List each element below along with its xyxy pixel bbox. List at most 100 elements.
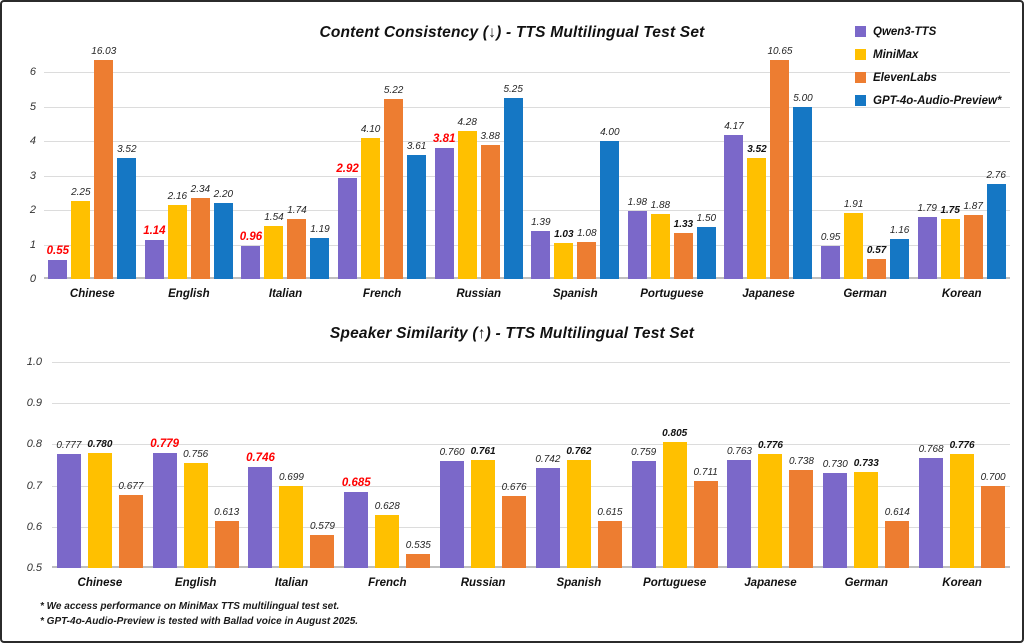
bar-elevenlabs-portuguese: 0.711: [694, 467, 718, 568]
bar-qwen3-tts-german: 0.95: [821, 232, 840, 279]
bar-value-label: 0.742: [535, 454, 561, 466]
bar-value-label: 1.14: [143, 224, 166, 237]
bar-gpt-4o-audio-preview-spanish: 4.00: [600, 127, 620, 279]
legend-item: GPT-4o-Audio-Preview*: [855, 89, 1001, 112]
bar-value-label: 0.768: [918, 443, 944, 455]
bar-elevenlabs-portuguese: 1.33: [674, 219, 693, 279]
footnote-gpt4o-ballad: * GPT-4o-Audio-Preview is tested with Ba…: [40, 616, 359, 627]
bar-value-label: 1.79: [917, 203, 937, 215]
bar-value-label: 3.61: [406, 140, 427, 152]
bar-group-german: 0.730 0.733 0.614: [818, 458, 914, 568]
bar-minimax-french: 4.10: [361, 124, 380, 279]
x-axis-label-japanese: Japanese: [744, 577, 797, 589]
bar-group-japanese: 4.17 3.52 10.65 5.00: [720, 46, 817, 279]
bar-elevenlabs-italian: 1.74: [287, 205, 307, 279]
bar-value-label: 1.54: [264, 211, 284, 223]
bar-minimax-german: 0.733: [854, 458, 879, 568]
bar-qwen3-tts-korean: 0.768: [919, 444, 944, 568]
bar-value-label: 0.677: [118, 481, 144, 493]
x-axis-label-russian: Russian: [460, 577, 506, 589]
bar-value-label: 4.10: [360, 123, 381, 135]
bar-minimax-chinese: 0.780: [87, 439, 112, 568]
bar-value-label: 0.756: [183, 448, 209, 460]
gridline: [44, 210, 1010, 212]
bar-qwen3-tts-korean: 1.79: [917, 203, 937, 279]
bar-value-label: 1.08: [577, 227, 597, 239]
bar-value-label: 0.95: [820, 232, 841, 244]
bar-minimax-russian: 4.28: [457, 117, 477, 279]
x-axis-label-portuguese: Portuguese: [640, 288, 704, 300]
bar-minimax-italian: 0.699: [279, 472, 304, 568]
bar-qwen3-tts-french: 0.685: [342, 477, 371, 568]
x-axis-label-french: French: [368, 577, 407, 589]
bar-group-russian: 3.81 4.28 3.88 5.25: [430, 84, 527, 279]
bar-group-russian: 0.760 0.761 0.676: [435, 446, 531, 568]
bar-group-spanish: 0.742 0.762 0.615: [531, 446, 627, 568]
bar-value-label: 10.65: [767, 46, 793, 57]
bar-qwen3-tts-japanese: 0.763: [727, 446, 752, 568]
y-tick-label: 6: [29, 66, 36, 79]
bar-value-label: 4.17: [724, 121, 744, 133]
gridline: [52, 403, 1010, 405]
bar-value-label: 0.579: [309, 521, 335, 533]
footnotes: * We access performance on MiniMax TTS m…: [40, 599, 358, 629]
bar-value-label: 1.91: [843, 199, 864, 211]
bar-value-label: 0.805: [662, 428, 688, 440]
bar-minimax-korean: 0.776: [950, 440, 975, 568]
speaker-similarity-plot: 0.5 0.6 0.7 0.8 0.9 1.0 0.777 0.780 0.677 Chinese…: [27, 356, 1010, 589]
bar-qwen3-tts-chinese: 0.777: [56, 440, 81, 568]
bar-value-label: 2.20: [213, 189, 234, 201]
bar-qwen3-tts-portuguese: 1.98: [628, 197, 647, 279]
bar-value-label: 1.87: [963, 200, 983, 212]
bar-elevenlabs-italian: 0.579: [310, 521, 335, 568]
legend-label: Qwen3-TTS: [873, 25, 937, 38]
bar-value-label: 0.738: [788, 455, 814, 467]
bar-elevenlabs-korean: 1.87: [963, 201, 983, 279]
top-chart-title: Content Consistency (↓) - TTS Multilingu…: [319, 24, 705, 41]
bar-elevenlabs-japanese: 0.738: [789, 456, 814, 568]
x-axis-label-korean: Korean: [942, 577, 982, 589]
bar-minimax-chinese: 2.25: [71, 187, 91, 279]
bar-value-label: 5.22: [383, 84, 404, 96]
bar-value-label: 5.00: [793, 92, 813, 104]
bar-elevenlabs-french: 0.535: [406, 540, 431, 568]
bar-value-label: 0.700: [980, 471, 1006, 483]
legend-swatch-icon: [855, 72, 866, 83]
bar-value-label: 4.00: [600, 127, 620, 139]
bar-value-label: 3.52: [747, 143, 767, 155]
bar-qwen3-tts-french: 2.92: [336, 163, 359, 279]
bar-value-label: 2.34: [190, 184, 211, 196]
x-axis-line: [52, 566, 1010, 568]
bar-value-label: 0.759: [631, 447, 657, 459]
gridline: [44, 106, 1010, 108]
bar-minimax-portuguese: 1.88: [651, 200, 670, 279]
x-axis-label-chinese: Chinese: [69, 288, 115, 300]
gridline: [44, 175, 1010, 177]
bar-value-label: 3.52: [117, 143, 137, 155]
y-tick-label: 0.6: [26, 520, 42, 533]
bar-qwen3-tts-spanish: 1.39: [531, 217, 551, 279]
bar-value-label: 1.50: [696, 213, 717, 225]
bar-minimax-korean: 1.75: [940, 205, 960, 279]
gridline: [52, 526, 1010, 528]
bar-minimax-portuguese: 0.805: [662, 428, 687, 568]
gridline: [44, 141, 1010, 143]
x-axis-label-german: German: [843, 288, 887, 300]
footnote-minimax-testset: * We access performance on MiniMax TTS m…: [40, 601, 340, 612]
bar-qwen3-tts-italian: 0.96: [240, 231, 262, 279]
bar-value-label: 0.615: [597, 506, 623, 518]
gridline: [52, 362, 1010, 363]
bar-minimax-english: 2.16: [168, 191, 187, 279]
bar-group-english: 0.779 0.756 0.613: [148, 438, 244, 568]
legend-item: Qwen3-TTS: [855, 20, 1001, 43]
bar-value-label: 2.25: [71, 187, 91, 199]
bar-minimax-english: 0.756: [183, 449, 208, 568]
y-tick-label: 3: [29, 169, 36, 182]
bar-value-label: 0.96: [239, 230, 263, 243]
bar-gpt-4o-audio-preview-russian: 5.25: [503, 84, 523, 279]
bar-group-japanese: 0.763 0.776 0.738: [723, 440, 819, 568]
bar-qwen3-tts-english: 0.779: [150, 438, 179, 568]
bar-value-label: 1.98: [627, 196, 648, 208]
bar-gpt-4o-audio-preview-japanese: 5.00: [793, 93, 813, 279]
